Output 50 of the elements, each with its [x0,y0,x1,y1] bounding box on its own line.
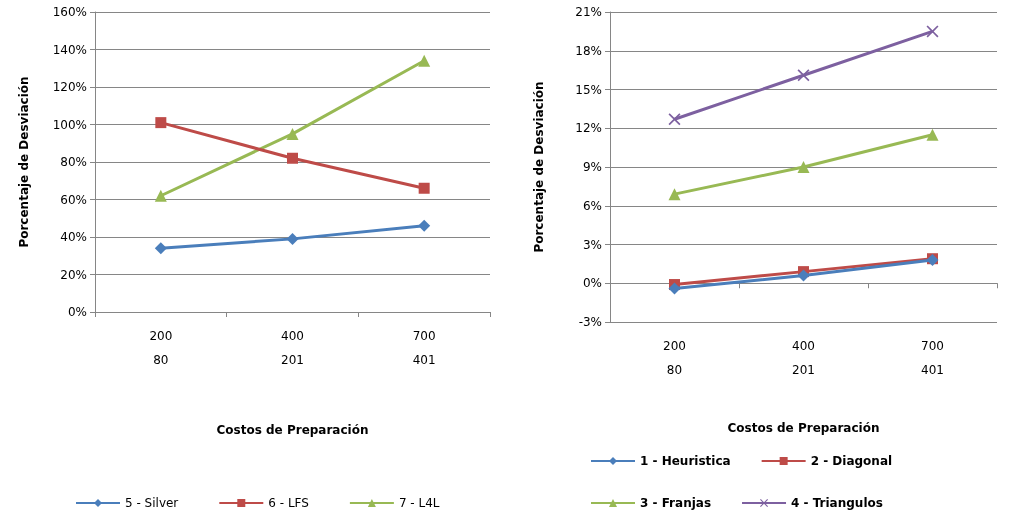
y-tick-label: 3% [582,237,602,252]
y-tick-label: 100% [52,117,87,132]
point [668,188,681,201]
point [155,117,167,129]
y-tick-label: 140% [52,42,87,57]
legend-label: 3 - Franjas [640,496,712,510]
y-tick-label: 160% [52,5,87,19]
point [797,269,810,282]
legend-label: 7 - L4L [398,496,440,510]
legend-label: 2 - Diagonal [810,454,893,468]
legend-label: 5 - Silver [125,496,179,510]
point [286,127,299,140]
y-tick-label: 80% [60,155,87,169]
y-tick-label: 12% [575,121,602,136]
y-axis-title: Porcentaje de Desviación [17,76,31,248]
y-tick-label: 0% [582,276,602,291]
legend-label: 4 - Triangulos [791,496,883,510]
point [418,182,430,194]
point [926,25,939,38]
point [154,189,167,202]
point [287,152,298,164]
x-tick-label: 700 401 [412,329,436,367]
point [797,161,810,173]
x-axis-title: Costos de Preparación [727,421,880,435]
y-tick-label: 15% [575,82,602,97]
x-tick-label: 400 201 [281,329,304,367]
y-tick-label: 21% [575,5,602,19]
point [286,232,299,245]
point [418,219,431,232]
legend-label: 1 - Heuristica [640,454,731,468]
y-tick-label: 18% [575,43,602,58]
y-tick-label: -3% [578,315,602,329]
legend-label: 6 - LFS [268,496,309,510]
point [926,128,939,141]
x-axis-title: Costos de Preparación [216,423,369,437]
x-tick-label: 200 80 [663,339,686,377]
y-tick-label: 20% [60,267,87,282]
point [668,282,681,295]
y-tick-label: 9% [582,160,602,174]
x-tick-label: 700 401 [921,339,944,377]
y-tick-label: 40% [60,230,87,244]
y-tick-label: 120% [52,80,87,94]
y-tick-label: 60% [60,192,87,207]
x-tick-label: 400 201 [792,339,815,377]
y-tick-label: 0% [67,305,87,319]
x-tick-label: 200 80 [149,329,173,367]
point [154,242,167,255]
y-tick-label: 6% [582,198,602,213]
point [418,54,431,67]
y-axis-title: Porcentaje de Desviación [532,81,546,253]
